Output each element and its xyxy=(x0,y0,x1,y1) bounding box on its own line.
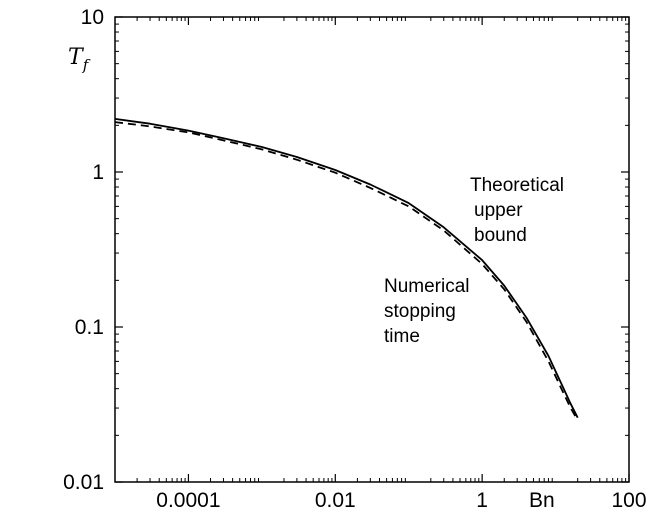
y-axis-label-subscript: f xyxy=(82,56,91,74)
theoretical-upper-bound-line xyxy=(114,118,579,419)
y-axis-label-base: T xyxy=(68,45,85,70)
x-tick-label: 0.0001 xyxy=(156,489,220,512)
x-tick-label: 100 xyxy=(611,489,646,512)
plot-frame xyxy=(114,16,630,483)
annotation-numerical-stopping-time: Numerical stopping time xyxy=(384,276,475,347)
x-axis-label: Bn xyxy=(529,489,555,512)
y-tick-label: 0.01 xyxy=(63,471,104,494)
annotation-line: upper xyxy=(474,200,523,221)
annotation-line: bound xyxy=(474,225,527,246)
y-tick-label: 0.1 xyxy=(75,316,104,339)
numerical-stopping-time-line xyxy=(114,121,579,421)
y-tick-label: 10 xyxy=(81,6,104,29)
x-tick-label: 1 xyxy=(476,489,488,512)
x-axis-ticks: 0.0001 0.01 1 100 xyxy=(136,17,647,512)
y-axis-ticks: 0.01 0.1 1 10 xyxy=(63,6,629,494)
series-layer xyxy=(114,118,579,421)
annotation-line: time xyxy=(384,326,420,347)
x-tick-label: 0.01 xyxy=(315,489,356,512)
y-tick-label: 1 xyxy=(92,161,104,184)
annotation-line: Theoretical xyxy=(470,175,564,196)
annotation-theoretical-upper-bound: Theoretical upper bound xyxy=(470,175,569,246)
annotation-line: Numerical xyxy=(384,276,470,297)
annotation-line: stopping xyxy=(384,301,456,322)
y-axis-label: Tf xyxy=(68,45,91,74)
